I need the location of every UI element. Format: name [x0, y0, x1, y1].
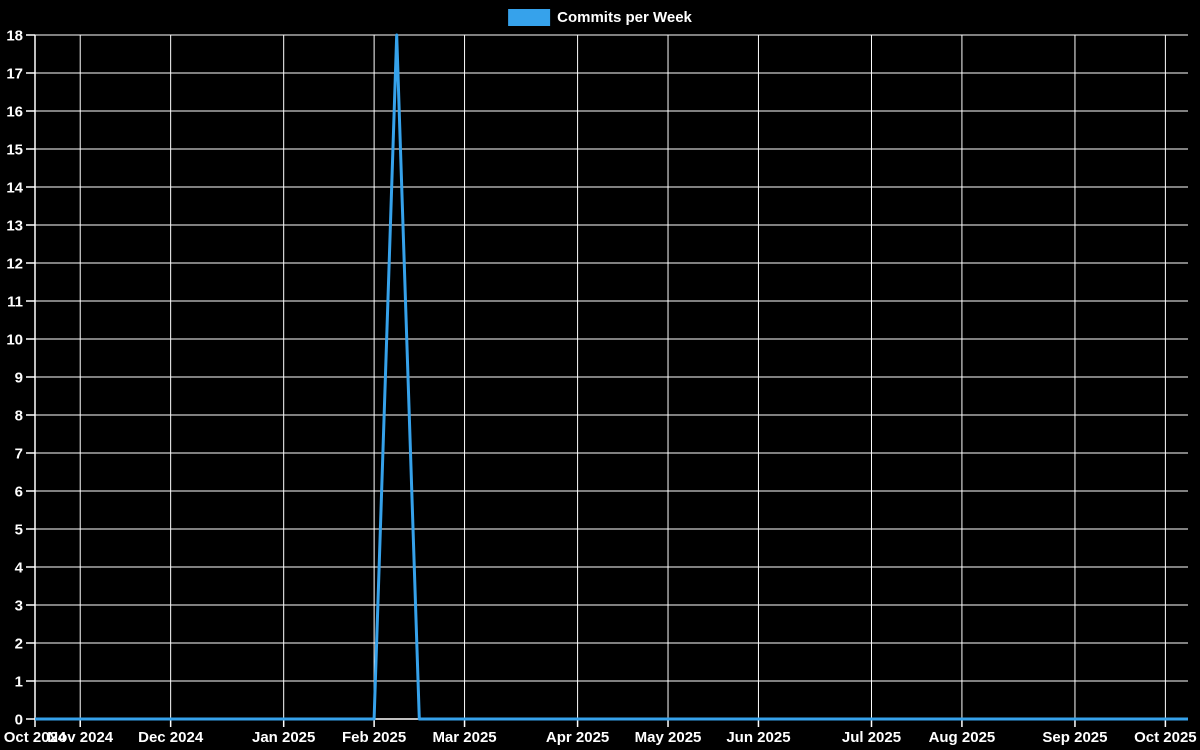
y-tick-label: 1 [15, 674, 23, 691]
x-tick-label: Sep 2025 [1042, 729, 1107, 746]
x-tick-label: Oct 2025 [1134, 729, 1197, 746]
y-tick-label: 15 [6, 142, 23, 159]
x-tick-label: May 2025 [635, 729, 702, 746]
y-tick-label: 12 [6, 256, 23, 273]
y-tick-label: 6 [15, 484, 23, 501]
x-tick-label: Mar 2025 [432, 729, 496, 746]
y-tick-label: 3 [15, 598, 23, 615]
y-tick-label: 10 [6, 332, 23, 349]
x-tick-label: Feb 2025 [342, 729, 406, 746]
legend-label: Commits per Week [557, 9, 692, 26]
y-tick-label: 14 [6, 180, 23, 197]
x-tick-label: Aug 2025 [929, 729, 996, 746]
x-tick-label: Jan 2025 [252, 729, 315, 746]
y-tick-label: 4 [15, 560, 24, 577]
y-tick-label: 2 [15, 636, 23, 653]
y-tick-label: 9 [15, 370, 23, 387]
x-tick-label: Apr 2025 [546, 729, 609, 746]
y-tick-label: 16 [6, 104, 23, 121]
x-tick-label: Oct 2024 [4, 729, 67, 746]
x-tick-label: Nov 2024 [47, 729, 114, 746]
x-tick-label: Jul 2025 [842, 729, 901, 746]
y-tick-label: 8 [15, 408, 23, 425]
y-tick-label: 0 [15, 712, 23, 729]
y-tick-label: 17 [6, 66, 23, 83]
chart-legend[interactable]: Commits per Week [508, 9, 692, 26]
y-tick-label: 5 [15, 522, 23, 539]
y-tick-label: 7 [15, 446, 23, 463]
x-tick-label: Jun 2025 [726, 729, 790, 746]
y-tick-label: 11 [7, 294, 23, 311]
legend-swatch-icon [508, 9, 551, 26]
x-tick-label: Dec 2024 [138, 729, 204, 746]
y-tick-label: 13 [6, 218, 23, 235]
y-tick-label: 18 [6, 28, 23, 45]
commits-data-line[interactable] [35, 33, 1188, 721]
